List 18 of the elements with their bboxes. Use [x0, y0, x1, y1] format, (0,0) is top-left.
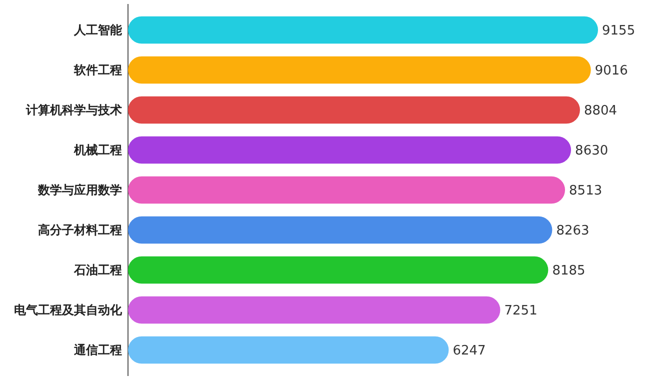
category-label: 电气工程及其自动化 — [14, 303, 122, 318]
category-label: 计算机科学与技术 — [26, 103, 122, 118]
data-label: 9016 — [594, 64, 628, 78]
data-label: 8263 — [556, 224, 590, 238]
category-label: 人工智能 — [74, 23, 122, 38]
category-label: 石油工程 — [74, 263, 122, 278]
category-label: 软件工程 — [74, 63, 122, 78]
data-label: 7251 — [504, 304, 538, 318]
data-label: 9155 — [602, 24, 636, 38]
data-label: 8630 — [575, 144, 608, 158]
data-label: 8513 — [569, 184, 602, 198]
data-label: 6247 — [452, 344, 486, 358]
data-label: 8185 — [552, 264, 586, 278]
category-label: 数学与应用数学 — [38, 183, 122, 198]
category-label: 机械工程 — [74, 143, 122, 158]
category-label: 高分子材料工程 — [38, 223, 122, 238]
data-label: 8804 — [584, 104, 618, 118]
category-label: 通信工程 — [74, 343, 122, 358]
